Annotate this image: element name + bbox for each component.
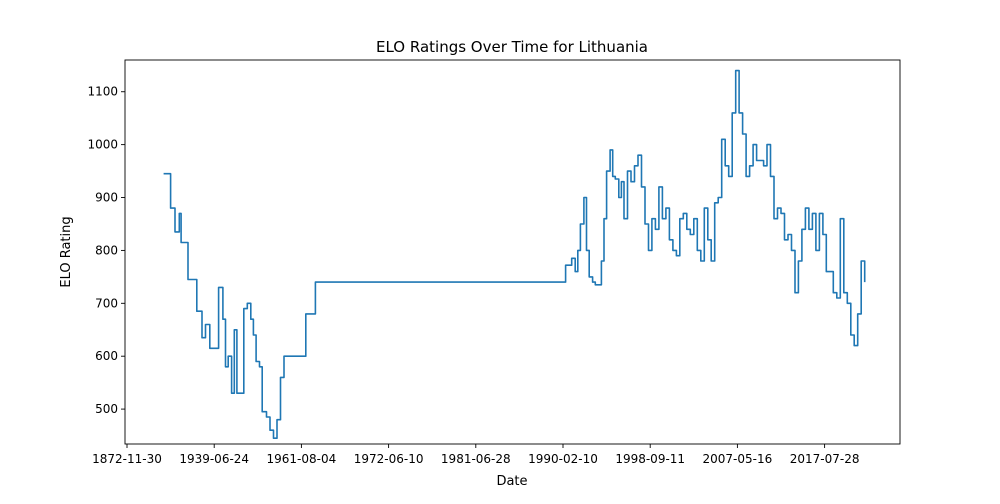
y-axis-ticks: 500 600 700 800 900 1000 1100 — [87, 85, 125, 416]
x-tick-label: 1990-02-10 — [528, 452, 598, 466]
plot-area — [124, 59, 901, 445]
x-axis-label: Date — [496, 474, 527, 489]
y-tick-label: 1000 — [87, 138, 118, 152]
x-tick-label: 1981-06-28 — [441, 452, 511, 466]
series-line-lithuania — [163, 69, 866, 439]
y-tick-label: 800 — [95, 243, 118, 257]
y-tick-label: 700 — [95, 296, 118, 310]
x-tick-label: 1998-09-11 — [615, 452, 685, 466]
y-tick-label: 600 — [95, 349, 118, 363]
y-axis-label: ELO Rating — [59, 216, 74, 287]
chart-title: ELO Ratings Over Time for Lithuania — [376, 38, 648, 56]
x-tick-label: 1961-08-04 — [267, 452, 337, 466]
x-tick-label: 1872-11-30 — [92, 452, 162, 466]
x-axis-ticks: 1872-11-30 1939-06-24 1961-08-04 1972-06-10… — [92, 444, 859, 466]
y-tick-label: 500 — [95, 402, 118, 416]
x-tick-label: 1972-06-10 — [354, 452, 424, 466]
x-tick-label: 2017-07-28 — [790, 452, 860, 466]
y-tick-label: 1100 — [87, 85, 118, 99]
y-tick-label: 900 — [95, 191, 118, 205]
x-tick-label: 1939-06-24 — [179, 452, 249, 466]
x-tick-label: 2007-05-16 — [703, 452, 773, 466]
